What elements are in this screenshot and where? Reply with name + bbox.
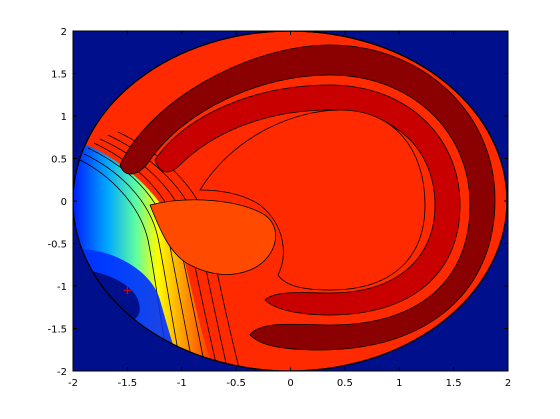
y-axis: 2 1.5 1 0.5 0 -0.5 -1 -1.5 -2 <box>47 27 508 378</box>
contour-orange-lobe <box>149 199 276 275</box>
y-tick-label: 0 <box>61 197 67 208</box>
y-tick-label: 0.5 <box>51 155 67 166</box>
y-tick-label: 2 <box>61 27 67 38</box>
y-tick-label: -1.5 <box>47 325 67 336</box>
y-tick-label: -2 <box>57 367 67 378</box>
contour-red-arm <box>154 84 461 316</box>
y-tick-label: -0.5 <box>47 240 67 251</box>
y-tick-label: -1 <box>57 282 67 293</box>
x-tick-label: 0.5 <box>337 378 353 389</box>
contour-central-region <box>199 109 426 291</box>
y-tick-label: 1 <box>61 112 67 123</box>
x-tick-label: 2 <box>505 378 511 389</box>
contour-field <box>73 31 508 371</box>
x-tick-label: 1.5 <box>446 378 462 389</box>
marker-plus <box>123 286 132 295</box>
x-tick-label: -1 <box>177 378 187 389</box>
x-tick-label: -1.5 <box>118 378 138 389</box>
x-tick-label: 0 <box>287 378 293 389</box>
x-axis: -2 -1.5 -1 -0.5 0 0.5 1 1.5 2 <box>68 31 511 389</box>
x-tick-label: 1 <box>396 378 402 389</box>
x-tick-label: -0.5 <box>226 378 246 389</box>
contour-dark-red-arm <box>119 44 496 351</box>
x-tick-label: -2 <box>68 378 78 389</box>
y-tick-label: 1.5 <box>51 70 67 81</box>
